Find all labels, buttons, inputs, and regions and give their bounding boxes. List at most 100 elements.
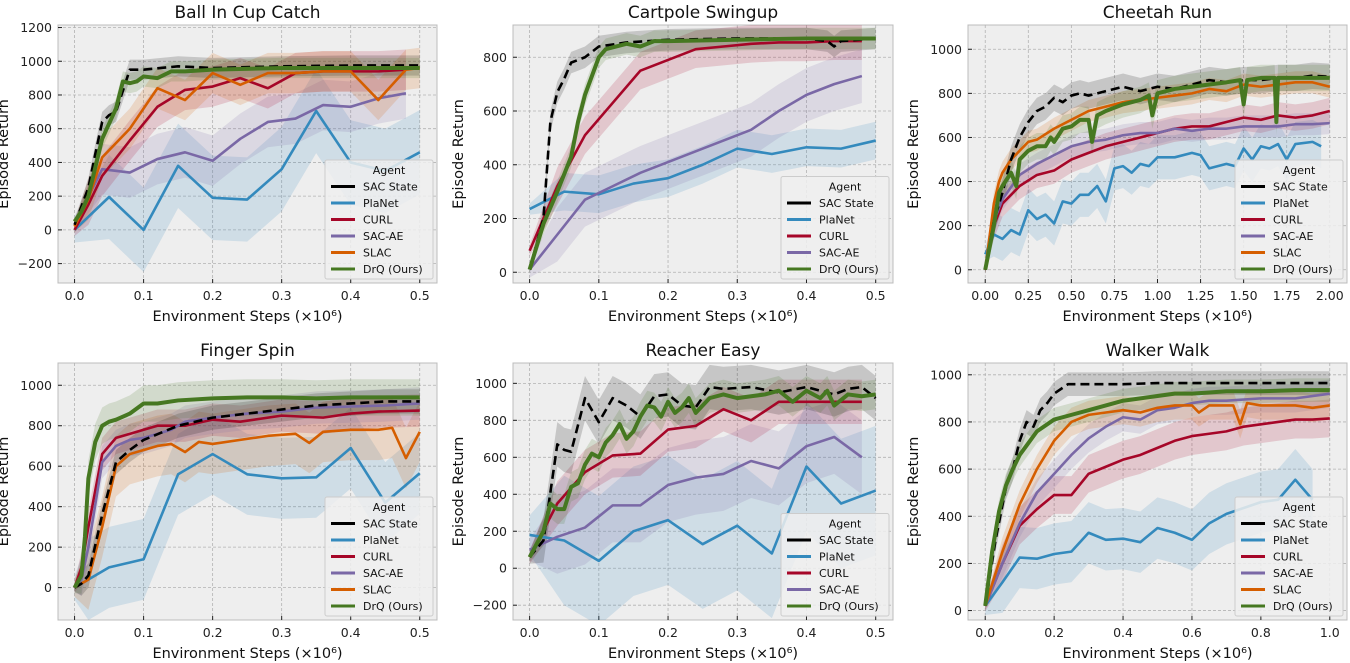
band-slac bbox=[985, 388, 1330, 611]
legend-item-drq-ours: DrQ (Ours) bbox=[1241, 263, 1333, 276]
series-group bbox=[983, 371, 1330, 616]
band-slac bbox=[74, 397, 420, 610]
legend-item-slac: SLAC bbox=[1241, 584, 1302, 597]
legend-item-slac: SLAC bbox=[331, 584, 392, 597]
legend-label: SAC-AE bbox=[819, 584, 859, 597]
legend-item-curl: CURL bbox=[787, 230, 849, 243]
y-tick-label: 200 bbox=[28, 189, 52, 204]
band-curl bbox=[74, 49, 406, 236]
legend-item-sac-ae: SAC-AE bbox=[1241, 230, 1313, 243]
legend-item-drq-ours: DrQ (Ours) bbox=[331, 263, 423, 276]
legend-item-sac-state: SAC State bbox=[1241, 518, 1328, 531]
legend: Agent SAC State PlaNet CURL SAC-AE SLAC DrQ (O… bbox=[1234, 159, 1344, 280]
x-tick-label: 1.25 bbox=[1187, 288, 1215, 303]
line-planet bbox=[529, 139, 876, 211]
legend-box bbox=[324, 496, 434, 617]
x-tick-label: 0.2 bbox=[658, 288, 678, 303]
line-sac-state bbox=[73, 400, 420, 589]
y-tick-label: 800 bbox=[938, 414, 962, 429]
line-slac bbox=[73, 426, 421, 589]
legend-item-curl: CURL bbox=[1241, 551, 1303, 564]
legend-item-drq-ours: DrQ (Ours) bbox=[787, 263, 879, 276]
band-sac-ae bbox=[529, 49, 862, 278]
y-tick-label: 1000 bbox=[930, 367, 962, 382]
x-tick-label: 0.2 bbox=[203, 625, 223, 640]
y-tick-label: 0 bbox=[954, 262, 962, 277]
y-axis-label: Episode Return bbox=[0, 99, 12, 209]
legend-item-slac: SLAC bbox=[1241, 247, 1302, 260]
x-tick-label: 0.1 bbox=[134, 288, 154, 303]
band-sac-ae bbox=[529, 399, 862, 574]
y-tick-label: 0 bbox=[499, 265, 507, 280]
series-group bbox=[983, 62, 1331, 274]
legend-label: SAC State bbox=[1273, 181, 1328, 194]
band-sac-ae bbox=[985, 112, 1330, 274]
legend-item-sac-state: SAC State bbox=[787, 197, 874, 210]
x-tick-label: 0.2 bbox=[658, 625, 678, 640]
legend-label: SAC-AE bbox=[1273, 567, 1313, 580]
band-planet bbox=[985, 449, 1313, 616]
legend-label: SLAC bbox=[1273, 584, 1302, 597]
band-planet bbox=[74, 68, 420, 273]
series-group bbox=[527, 25, 876, 278]
band-sac-state bbox=[74, 55, 420, 228]
chart-title: Cheetah Run bbox=[1103, 3, 1212, 23]
line-sac-ae bbox=[984, 392, 1330, 607]
legend-label: SLAC bbox=[1273, 247, 1302, 260]
y-tick-label: 800 bbox=[483, 413, 507, 428]
legend-item-sac-ae: SAC-AE bbox=[1241, 567, 1313, 580]
legend-label: DrQ (Ours) bbox=[1273, 263, 1333, 276]
y-axis-label: Episode Return bbox=[0, 437, 12, 547]
line-curl bbox=[73, 409, 420, 589]
legend-label: SAC-AE bbox=[363, 567, 403, 580]
x-tick-label: 0.1 bbox=[589, 288, 609, 303]
legend-title: Agent bbox=[1283, 164, 1316, 177]
x-tick-label: 0.3 bbox=[272, 625, 292, 640]
legend-label: PlaNet bbox=[363, 197, 399, 210]
y-tick-label: 600 bbox=[483, 450, 507, 465]
legend-item-sac-state: SAC State bbox=[331, 518, 418, 531]
legend-label: SAC State bbox=[819, 534, 874, 547]
x-tick-label: 0.25 bbox=[1014, 288, 1042, 303]
legend-item-sac-ae: SAC-AE bbox=[331, 230, 403, 243]
legend-label: DrQ (Ours) bbox=[819, 263, 879, 276]
legend-item-planet: PlaNet bbox=[1241, 197, 1309, 210]
line-drq-ours bbox=[527, 36, 876, 271]
line-planet bbox=[73, 446, 421, 589]
x-tick-label: 1.0 bbox=[1320, 625, 1340, 640]
y-tick-label: 0 bbox=[44, 222, 52, 237]
legend-label: DrQ (Ours) bbox=[363, 600, 423, 613]
legend-title: Agent bbox=[829, 181, 862, 194]
line-slac bbox=[983, 401, 1330, 607]
chart-panel-cheetah-run: 0.00 0.25 0.50 0.75 1.00 1.25 1.50 1.75 2.00 0 200… bbox=[906, 3, 1348, 325]
x-axis-label: Environment Steps (×10⁶) bbox=[152, 309, 342, 325]
band-sac-state bbox=[74, 389, 420, 596]
chart-title: Ball In Cup Catch bbox=[174, 3, 320, 23]
band-sac-state bbox=[529, 364, 876, 564]
legend-box bbox=[1234, 496, 1344, 617]
legend-item-sac-ae: SAC-AE bbox=[787, 247, 859, 260]
x-tick-label: 0.2 bbox=[1044, 625, 1064, 640]
y-tick-label: 0 bbox=[44, 580, 52, 595]
band-curl bbox=[74, 394, 420, 593]
line-sac-ae bbox=[983, 121, 1330, 270]
x-tick-label: 0.1 bbox=[589, 625, 609, 640]
x-tick-label: 0.4 bbox=[1113, 625, 1133, 640]
y-tick-label: 1000 bbox=[930, 42, 962, 57]
band-drq-ours bbox=[74, 379, 420, 594]
y-tick-label: 200 bbox=[28, 540, 52, 555]
legend-item-planet: PlaNet bbox=[331, 534, 399, 547]
line-curl bbox=[984, 417, 1330, 607]
x-tick-label: 0.3 bbox=[727, 288, 747, 303]
y-tick-label: 800 bbox=[28, 87, 52, 102]
line-drq-ours bbox=[72, 66, 420, 223]
legend-label: CURL bbox=[1273, 214, 1303, 227]
y-tick-label: 0 bbox=[954, 603, 962, 618]
x-tick-label: 0.8 bbox=[1251, 625, 1271, 640]
band-curl bbox=[529, 25, 862, 257]
legend: Agent SAC State PlaNet CURL SAC-AE DrQ (Ours) bbox=[780, 176, 890, 280]
chart-title: Walker Walk bbox=[1106, 341, 1210, 361]
line-curl bbox=[983, 109, 1331, 271]
legend-item-planet: PlaNet bbox=[787, 551, 855, 564]
legend-item-curl: CURL bbox=[331, 214, 393, 227]
